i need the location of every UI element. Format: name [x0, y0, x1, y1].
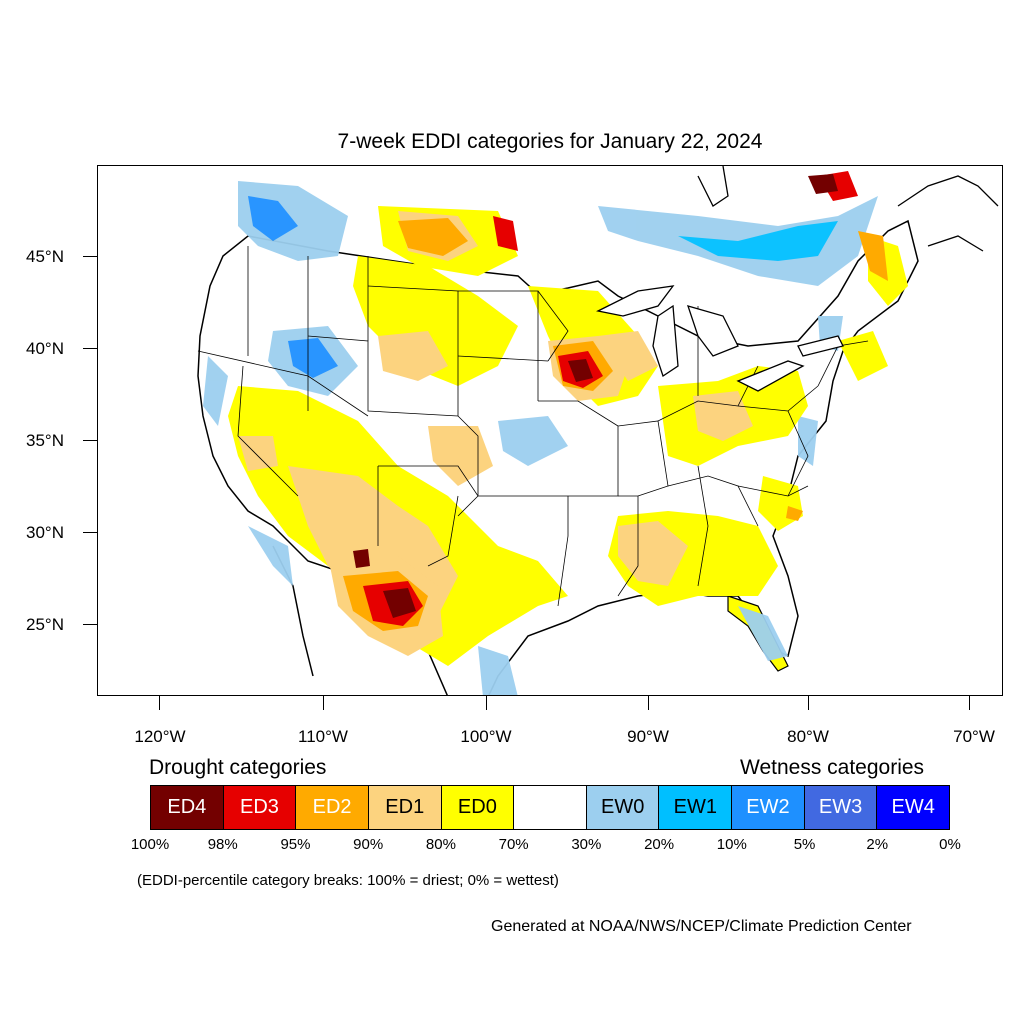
credit: Generated at NOAA/NWS/NCEP/Climate Predi…	[491, 918, 912, 935]
percent-break-label: 100%	[130, 836, 170, 853]
lon-tick	[486, 696, 487, 710]
legend-cell-ed2: ED2	[296, 786, 369, 829]
canada-lakes	[697, 166, 999, 252]
percent-break-label: 30%	[571, 836, 602, 853]
lon-label-90: 90°W	[627, 727, 669, 746]
dry-ed4	[353, 174, 838, 618]
percent-break-label: 10%	[716, 836, 747, 853]
lat-label-35: 35°N	[26, 431, 64, 450]
percent-break-label: 95%	[280, 836, 311, 853]
lon-label-100: 100°W	[460, 727, 512, 746]
legend-cell-ew4: EW4	[877, 786, 950, 829]
eddi-map	[197, 166, 999, 695]
lat-label-25: 25°N	[26, 615, 64, 634]
lat-tick	[83, 440, 97, 441]
percent-break-label: 5%	[793, 836, 816, 853]
breaks-note: (EDDI-percentile category breaks: 100% =…	[137, 872, 559, 889]
lon-tick	[648, 696, 649, 710]
lat-tick	[83, 624, 97, 625]
lat-label-45: 45°N	[26, 247, 64, 266]
lon-tick	[969, 696, 970, 710]
legend-cell-ed4: ED4	[151, 786, 224, 829]
lat-tick	[83, 348, 97, 349]
lon-tick	[159, 696, 160, 710]
legend-cell-ed1: ED1	[368, 786, 442, 829]
lon-tick	[808, 696, 809, 710]
lon-label-120: 120°W	[134, 727, 186, 746]
legend-cell-ew0: EW0	[586, 786, 660, 829]
percent-break-label: 90%	[353, 836, 384, 853]
wetness-heading: Wetness categories	[740, 756, 925, 779]
percent-break-label: 98%	[207, 836, 238, 853]
percent-break-label: 70%	[498, 836, 529, 853]
legend-cell-neutral	[514, 786, 587, 829]
lon-tick	[323, 696, 324, 710]
legend-cell-ed3: ED3	[223, 786, 297, 829]
lat-tick	[83, 256, 97, 257]
great-lakes	[596, 285, 844, 392]
map-title: 7-week EDDI categories for January 22, 2…	[337, 130, 763, 153]
legend-cell-ew1: EW1	[659, 786, 733, 829]
percent-break-label: 2%	[866, 836, 889, 853]
legend-bar: ED4 ED3 ED2 ED1 ED0 EW0 EW1 EW2 EW3 EW4	[150, 785, 950, 830]
percent-break-label: 80%	[425, 836, 456, 853]
wet-areas	[203, 181, 878, 695]
drought-heading: Drought categories	[149, 756, 327, 779]
percent-break-label: 20%	[644, 836, 675, 853]
legend-cell-ew3: EW3	[804, 786, 878, 829]
lat-tick	[83, 532, 97, 533]
lat-label-30: 30°N	[26, 523, 64, 542]
lat-label-40: 40°N	[26, 339, 64, 358]
lon-label-70: 70°W	[953, 727, 995, 746]
legend-cell-ew2: EW2	[732, 786, 805, 829]
lon-label-80: 80°W	[787, 727, 829, 746]
legend-cell-ed0: ED0	[441, 786, 515, 829]
map-frame	[97, 165, 1003, 696]
percent-break-label: 0%	[939, 836, 961, 853]
lon-label-110: 110°W	[298, 727, 348, 746]
